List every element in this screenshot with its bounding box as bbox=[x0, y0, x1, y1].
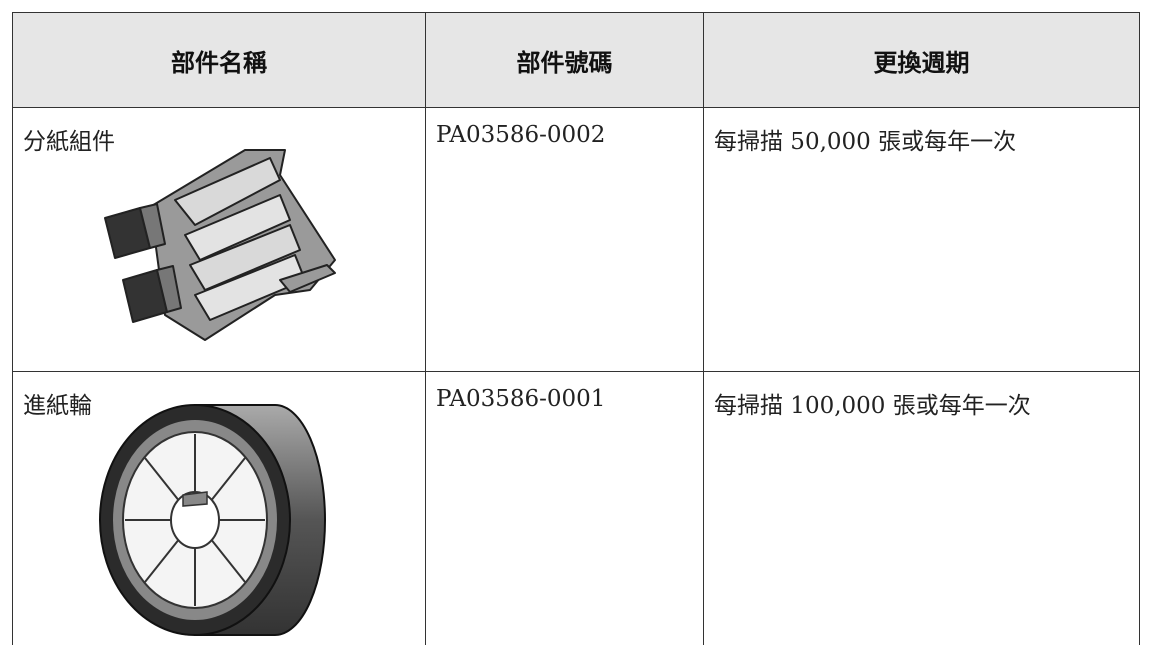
header-cell: 更換週期 bbox=[703, 12, 1140, 107]
cell: 進紙輪 bbox=[12, 371, 425, 645]
cell: PA03586-0002 bbox=[425, 107, 703, 371]
part-name: 進紙輪 bbox=[23, 393, 92, 419]
replacement-cycle: 每掃描 100,000 張或每年一次 bbox=[714, 393, 1031, 419]
pad-assembly-image bbox=[104, 149, 336, 341]
part-number: PA03586-0002 bbox=[436, 122, 606, 148]
cell: PA03586-0001 bbox=[425, 371, 703, 645]
cell: 分紙組件 bbox=[12, 107, 425, 371]
cell: 每掃描 50,000 張或每年一次 bbox=[703, 107, 1140, 371]
part-number: PA03586-0001 bbox=[436, 386, 606, 412]
header-text: 部件名稱 bbox=[171, 48, 267, 77]
header-text: 部件號碼 bbox=[516, 48, 613, 77]
roller-image bbox=[99, 404, 326, 636]
replacement-cycle: 每掃描 50,000 張或每年一次 bbox=[714, 129, 1017, 155]
cell: 每掃描 100,000 張或每年一次 bbox=[703, 371, 1140, 645]
header-cell: 部件名稱 bbox=[12, 12, 425, 107]
part-name: 分紙組件 bbox=[23, 129, 115, 155]
header-cell: 部件號碼 bbox=[425, 12, 703, 107]
header-text: 更換週期 bbox=[873, 48, 970, 77]
